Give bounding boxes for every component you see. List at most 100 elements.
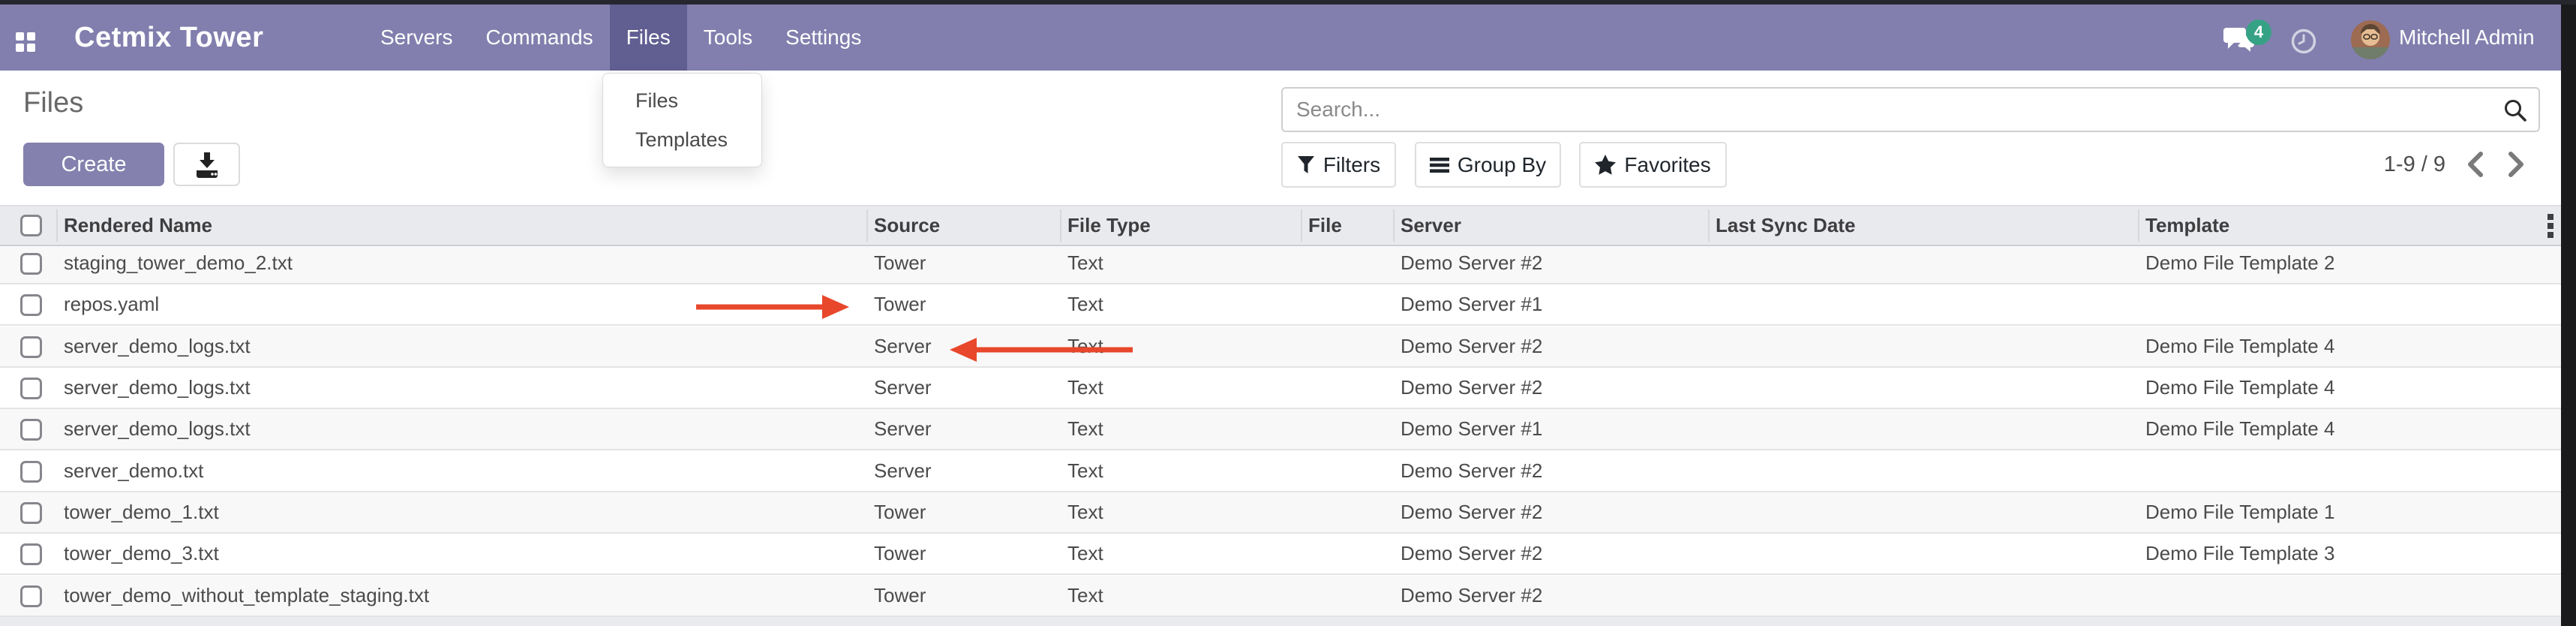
- column-header-last-sync-date[interactable]: Last Sync Date: [1716, 214, 1856, 236]
- cell-rendered-name: server_demo_logs.txt: [64, 335, 251, 357]
- cell-server: Demo Server #2: [1401, 251, 1543, 274]
- pager-previous-icon[interactable]: [2463, 149, 2488, 179]
- search-input[interactable]: [1283, 89, 2538, 131]
- user-menu[interactable]: Mitchell Admin: [2399, 26, 2535, 49]
- cell-server: Demo Server #2: [1401, 584, 1543, 606]
- row-checkbox[interactable]: [20, 336, 42, 358]
- nav-item-files[interactable]: Files: [609, 5, 687, 71]
- cell-rendered-name: repos.yaml: [64, 293, 160, 315]
- cell-server: Demo Server #1: [1401, 417, 1543, 440]
- nav-item-tools[interactable]: Tools: [703, 26, 753, 49]
- cell-template: Demo File Template 3: [2145, 542, 2335, 564]
- cell-template: Demo File Template 4: [2145, 335, 2335, 357]
- nav-item-servers[interactable]: Servers: [380, 26, 453, 49]
- table-row[interactable]: staging_tower_demo_2.txt Tower Text Demo…: [0, 243, 2561, 284]
- files-dropdown-menu: Files Templates: [602, 73, 762, 167]
- user-avatar[interactable]: [2351, 20, 2390, 59]
- pager-range[interactable]: 1-9 / 9: [2383, 152, 2445, 176]
- table-row[interactable]: tower_demo_without_template_staging.txt …: [0, 576, 2561, 617]
- red-arrow-left: [950, 338, 1133, 362]
- column-header-server[interactable]: Server: [1401, 214, 1461, 236]
- cell-file-type: Text: [1067, 501, 1103, 523]
- cell-template: Demo File Template 4: [2145, 417, 2335, 440]
- main-menu: Servers Commands Files Tools Settings: [364, 5, 878, 71]
- search-icon[interactable]: [2502, 98, 2528, 123]
- table-row[interactable]: tower_demo_3.txt Tower Text Demo Server …: [0, 534, 2561, 575]
- download-icon: [196, 152, 218, 178]
- row-checkbox[interactable]: [20, 543, 42, 565]
- row-checkbox[interactable]: [20, 377, 42, 399]
- cell-server: Demo Server #2: [1401, 335, 1543, 357]
- table-row[interactable]: server_demo.txt Server Text Demo Server …: [0, 451, 2561, 492]
- cell-rendered-name: server_demo.txt: [64, 459, 204, 482]
- cell-file-type: Text: [1067, 293, 1103, 315]
- cell-template: Demo File Template 1: [2145, 501, 2335, 523]
- table-row[interactable]: server_demo_logs.txt Server Text Demo Se…: [0, 327, 2561, 368]
- table-row[interactable]: server_demo_logs.txt Server Text Demo Se…: [0, 368, 2561, 409]
- messages-count-badge: 4: [2246, 20, 2271, 45]
- favorites-button[interactable]: Favorites: [1579, 142, 1727, 188]
- cell-source: Tower: [874, 542, 926, 564]
- favorites-label: Favorites: [1624, 152, 1711, 176]
- group-by-label: Group By: [1457, 152, 1547, 176]
- table-row[interactable]: repos.yaml Tower Text Demo Server #1: [0, 284, 2561, 326]
- row-checkbox[interactable]: [20, 585, 42, 607]
- cell-source: Tower: [874, 501, 926, 523]
- group-by-icon: [1429, 157, 1449, 173]
- create-button[interactable]: Create: [23, 143, 164, 186]
- nav-item-commands[interactable]: Commands: [485, 26, 593, 49]
- window-edge-top: [0, 0, 2576, 5]
- cell-file-type: Text: [1067, 251, 1103, 274]
- activities-clock-icon[interactable]: [2291, 29, 2316, 54]
- cell-file-type: Text: [1067, 417, 1103, 440]
- table-header: Rendered Name Source File Type File Serv…: [0, 205, 2561, 246]
- pager-next-icon[interactable]: [2503, 149, 2529, 179]
- red-arrow-right: [696, 295, 849, 319]
- apps-grid-icon[interactable]: [16, 32, 35, 52]
- import-button[interactable]: [173, 143, 240, 186]
- cell-file-type: Text: [1067, 335, 1103, 357]
- cell-rendered-name: tower_demo_1.txt: [64, 501, 219, 523]
- cell-rendered-name: server_demo_logs.txt: [64, 376, 251, 399]
- cell-template: Demo File Template 2: [2145, 251, 2335, 274]
- cell-server: Demo Server #2: [1401, 376, 1543, 399]
- table-row[interactable]: tower_demo_1.txt Tower Text Demo Server …: [0, 492, 2561, 534]
- optional-columns-icon[interactable]: [2547, 214, 2555, 238]
- star-icon: [1595, 155, 1617, 175]
- row-checkbox[interactable]: [20, 252, 42, 275]
- column-header-rendered-name[interactable]: Rendered Name: [64, 214, 212, 236]
- cell-source: Server: [874, 335, 932, 357]
- row-checkbox[interactable]: [20, 293, 42, 316]
- cell-rendered-name: tower_demo_3.txt: [64, 542, 219, 564]
- cell-server: Demo Server #2: [1401, 501, 1543, 523]
- group-by-button[interactable]: Group By: [1415, 142, 1561, 188]
- page-title: Files: [23, 87, 84, 119]
- menu-item-files[interactable]: Files: [635, 89, 679, 112]
- cell-source: Server: [874, 417, 932, 440]
- cell-source: Tower: [874, 584, 926, 606]
- filter-funnel-icon: [1297, 155, 1314, 173]
- cell-file-type: Text: [1067, 542, 1103, 564]
- top-navbar: Cetmix Tower Servers Commands Files Tool…: [0, 5, 2561, 71]
- column-header-file-type[interactable]: File Type: [1067, 214, 1151, 236]
- cell-template: Demo File Template 4: [2145, 376, 2335, 399]
- column-header-template[interactable]: Template: [2145, 214, 2230, 236]
- cell-source: Tower: [874, 293, 926, 315]
- table-row[interactable]: server_demo_logs.txt Server Text Demo Se…: [0, 409, 2561, 450]
- row-checkbox[interactable]: [20, 460, 42, 483]
- below-table-background: [0, 617, 2561, 626]
- cell-server: Demo Server #2: [1401, 542, 1543, 564]
- row-checkbox[interactable]: [20, 418, 42, 441]
- cell-server: Demo Server #1: [1401, 293, 1543, 315]
- cell-rendered-name: tower_demo_without_template_staging.txt: [64, 584, 430, 606]
- menu-item-templates[interactable]: Templates: [635, 128, 728, 151]
- search-box: [1281, 87, 2540, 132]
- column-header-source[interactable]: Source: [874, 214, 941, 236]
- cell-file-type: Text: [1067, 376, 1103, 399]
- column-header-file[interactable]: File: [1308, 214, 1342, 236]
- select-all-checkbox[interactable]: [20, 215, 42, 236]
- filters-button[interactable]: Filters: [1281, 142, 1396, 188]
- brand-title[interactable]: Cetmix Tower: [74, 21, 264, 53]
- nav-item-settings[interactable]: Settings: [785, 26, 862, 49]
- row-checkbox[interactable]: [20, 501, 42, 524]
